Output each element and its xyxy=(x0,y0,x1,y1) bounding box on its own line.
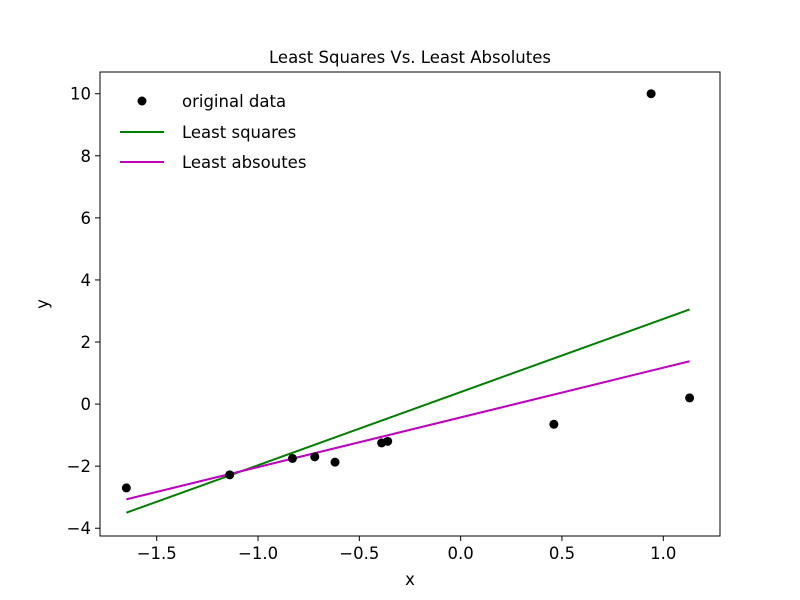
plot-frame xyxy=(99,71,721,537)
data-point xyxy=(383,436,393,446)
data-point xyxy=(646,89,656,99)
x-tick-label: 0.5 xyxy=(549,544,575,563)
legend-marker xyxy=(137,96,147,106)
series-layer xyxy=(121,89,695,514)
y-axis-label: y xyxy=(33,299,52,309)
y-tick-label: 6 xyxy=(81,209,92,228)
x-tick-label: 0.0 xyxy=(448,544,474,563)
legend: original data Least squares Least absoutes xyxy=(120,92,306,172)
y-tick-label: 0 xyxy=(81,395,92,414)
data-point xyxy=(310,452,320,462)
data-point xyxy=(287,453,297,463)
y-tick-label: 10 xyxy=(70,85,91,104)
series-line-2 xyxy=(126,360,690,501)
y-tick-label: 8 xyxy=(81,147,92,166)
y-tick-label: 2 xyxy=(81,333,92,352)
chart-title: Least Squares Vs. Least Absolutes xyxy=(269,48,551,67)
legend-label: Least squares xyxy=(182,123,296,142)
data-point xyxy=(685,393,695,403)
series-line-1 xyxy=(126,308,690,514)
x-tick-label: −0.5 xyxy=(339,544,379,563)
data-point xyxy=(121,483,131,493)
x-tick-label: 1.0 xyxy=(650,544,676,563)
data-point xyxy=(330,457,340,467)
x-tick-label: −1.0 xyxy=(238,544,278,563)
x-axis-label: x xyxy=(405,570,415,589)
y-tick-label: −2 xyxy=(67,457,91,476)
axis-ticks: −1.5 −1.0 −0.5 0.0 0.5 1.0 −4 −2 0 2 4 6 8 10 xyxy=(67,85,677,563)
data-point xyxy=(549,419,559,429)
legend-label: Least absoutes xyxy=(182,153,306,172)
x-tick-label: −1.5 xyxy=(137,544,177,563)
legend-label: original data xyxy=(182,92,286,111)
y-tick-label: −4 xyxy=(67,519,91,538)
data-point xyxy=(225,470,235,480)
y-tick-label: 4 xyxy=(81,271,92,290)
